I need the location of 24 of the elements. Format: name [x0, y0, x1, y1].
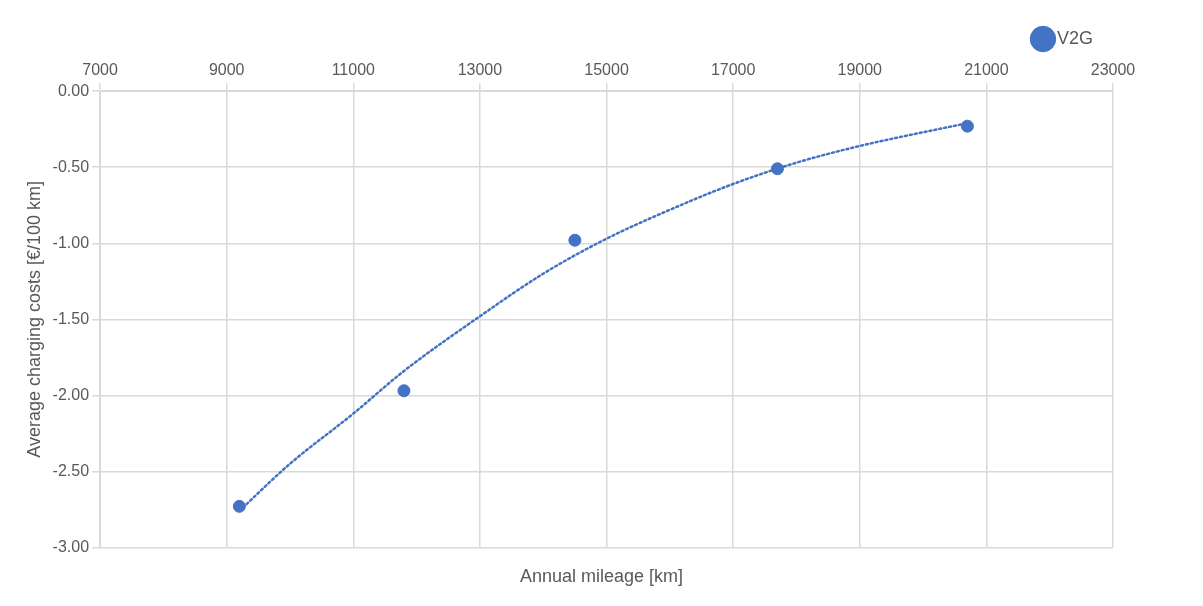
y-tick-label: -3.00: [52, 537, 90, 555]
point: [397, 384, 411, 398]
x-axis-title: Annual mileage [km]: [518, 566, 685, 587]
point: [232, 499, 246, 513]
y-tick-label: -0.50: [52, 157, 90, 175]
x-tick-label: 19000: [837, 61, 883, 79]
x-tick-label: 23000: [1090, 61, 1136, 79]
x-tick-label: 9000: [208, 61, 245, 79]
x-tick-label: 13000: [457, 61, 503, 79]
y-tick-label: -2.50: [52, 461, 90, 479]
legend-label: V2G: [1056, 27, 1094, 48]
y-tick-label: -1.50: [52, 309, 90, 327]
point: [568, 233, 582, 247]
y-tick-label: -2.00: [52, 385, 90, 403]
point: [770, 162, 784, 176]
x-tick-label: 21000: [964, 61, 1009, 79]
x-tick-label: 11000: [331, 61, 376, 79]
y-tick-label: -1.00: [52, 233, 90, 251]
y-tick-label: 0.00: [57, 81, 90, 99]
x-tick-label: 15000: [584, 61, 629, 79]
y-axis-title: Average charging costs [€/100 km]: [23, 180, 44, 458]
point: [960, 119, 974, 133]
x-tick-label: 17000: [710, 61, 756, 79]
x-tick-label: 7000: [82, 61, 118, 79]
